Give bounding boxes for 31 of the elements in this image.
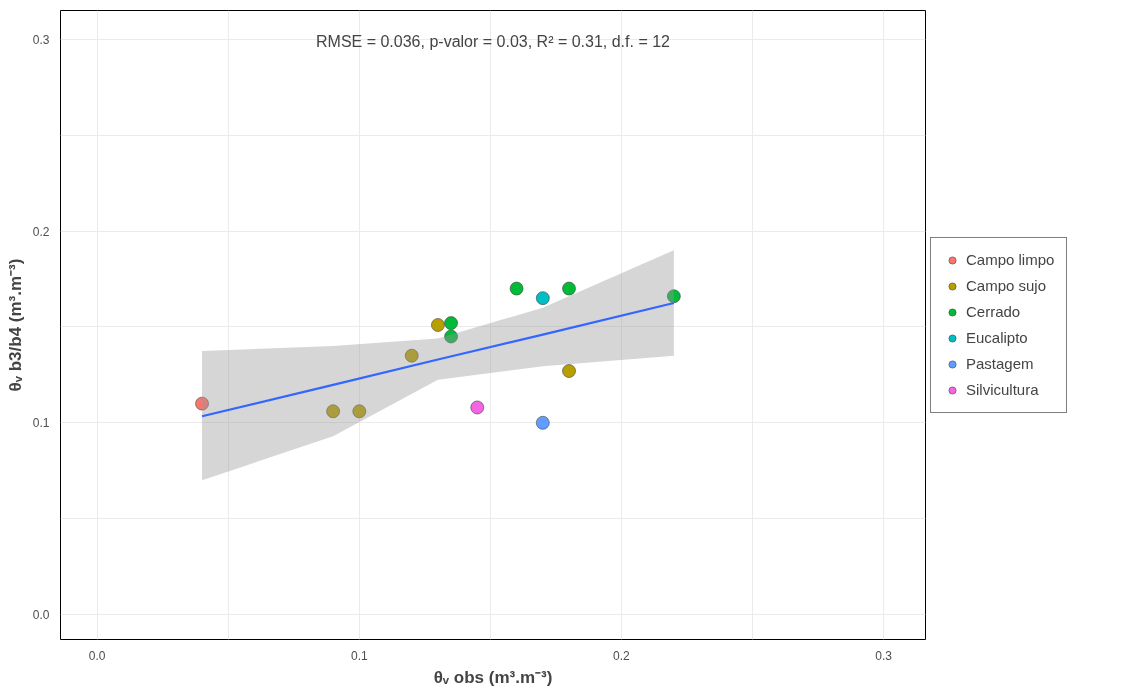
point bbox=[430, 318, 445, 332]
legend-label: Eucalipto bbox=[966, 329, 1028, 346]
point bbox=[535, 415, 550, 430]
point bbox=[470, 400, 485, 415]
legend-label: Pastagem bbox=[966, 355, 1034, 372]
point bbox=[562, 281, 577, 296]
point bbox=[666, 289, 681, 304]
x-tick-label: 0.2 bbox=[613, 648, 631, 663]
point bbox=[326, 404, 341, 419]
x-tick-label: 0.3 bbox=[875, 648, 893, 663]
point bbox=[195, 396, 210, 411]
point bbox=[444, 316, 459, 331]
point bbox=[562, 364, 577, 379]
legend-label: Campo sujo bbox=[966, 277, 1047, 294]
point bbox=[352, 404, 367, 419]
x-tick-label: 0.1 bbox=[350, 648, 368, 663]
y-tick-label: 0.3 bbox=[32, 32, 50, 47]
legend-label: Silvicultura bbox=[966, 381, 1039, 398]
point bbox=[535, 291, 550, 306]
point bbox=[509, 281, 524, 296]
y-tick-label: 0.1 bbox=[32, 416, 50, 431]
point bbox=[404, 348, 419, 363]
x-axis-title: θᵥ obs (m³.m⁻³) bbox=[433, 667, 553, 687]
y-axis-title: θᵥ b3/b4 (m³.m⁻³) bbox=[5, 258, 25, 392]
y-tick-label: 0.0 bbox=[32, 608, 50, 623]
legend-label: Cerrado bbox=[966, 303, 1021, 320]
x-tick-label: 0.0 bbox=[88, 648, 106, 663]
annotation: RMSE = 0.036, p-valor = 0.03, R² = 0.31, d.f. = 12 bbox=[316, 33, 671, 51]
legend-label: Campo limpo bbox=[966, 251, 1055, 268]
y-tick-label: 0.2 bbox=[32, 224, 50, 239]
point bbox=[444, 329, 459, 344]
